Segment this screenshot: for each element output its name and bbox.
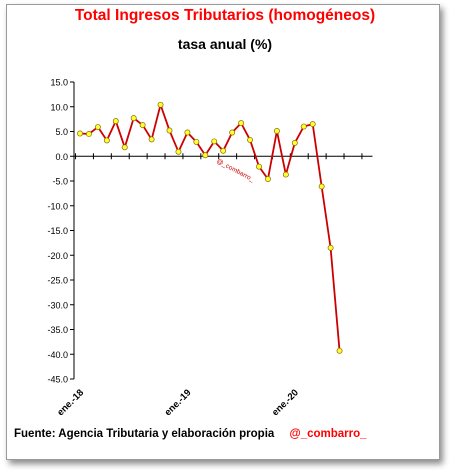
chart-frame	[6, 4, 440, 460]
data-point	[220, 147, 227, 154]
data-point	[103, 137, 110, 144]
y-tick-label: 15.0	[50, 78, 68, 88]
chart-footer: Fuente: Agencia Tributaria y elaboración…	[14, 428, 367, 440]
data-point	[327, 244, 334, 251]
data-point	[130, 115, 137, 122]
data-point	[121, 144, 128, 151]
data-point	[238, 120, 245, 127]
data-point	[282, 171, 289, 178]
data-point	[139, 122, 146, 129]
x-tick-label: ene.-20	[270, 387, 301, 418]
y-tick-label: 5.0	[55, 127, 68, 137]
x-tick-label: ene.-18	[55, 387, 86, 418]
x-tick-label: ene.-19	[163, 387, 194, 418]
data-point	[202, 152, 209, 159]
y-tick-label: -15.0	[47, 226, 68, 236]
watermark-text: @_combarro_	[215, 158, 255, 184]
y-tick-label: -10.0	[47, 201, 68, 211]
y-tick-label: -30.0	[47, 300, 68, 310]
y-tick-label: -25.0	[47, 276, 68, 286]
series-line	[79, 103, 341, 351]
chart-subtitle: tasa anual (%)	[177, 36, 273, 52]
data-point	[318, 183, 325, 190]
data-point	[256, 163, 262, 170]
y-tick-label: 10.0	[50, 102, 68, 112]
y-tick-label: -20.0	[47, 251, 68, 261]
author-handle: @_combarro_	[289, 428, 367, 440]
y-tick-label: 0.0	[55, 152, 68, 162]
data-point	[300, 123, 307, 130]
chart-title: Total Ingresos Tributarios (homogéneos)	[74, 7, 376, 24]
data-point	[157, 101, 164, 108]
data-point	[265, 176, 271, 182]
y-tick-label: -45.0	[47, 375, 68, 385]
data-point	[85, 131, 92, 137]
data-point	[184, 129, 191, 136]
data-point	[193, 138, 200, 145]
data-point	[77, 130, 83, 137]
data-point	[148, 136, 155, 143]
data-point	[94, 124, 101, 130]
data-point	[336, 347, 343, 354]
y-tick-label: -5.0	[52, 177, 68, 187]
data-point	[211, 138, 218, 145]
data-point	[166, 127, 173, 134]
data-point	[309, 121, 316, 128]
data-point	[273, 128, 280, 134]
data-point	[112, 118, 119, 125]
data-point	[291, 139, 298, 146]
y-tick-label: -40.0	[47, 350, 68, 360]
y-tick-label: -35.0	[47, 325, 68, 335]
data-point	[175, 148, 182, 155]
data-point	[247, 136, 253, 143]
source-note: Fuente: Agencia Tributaria y elaboración…	[14, 428, 275, 440]
data-point	[229, 129, 236, 136]
